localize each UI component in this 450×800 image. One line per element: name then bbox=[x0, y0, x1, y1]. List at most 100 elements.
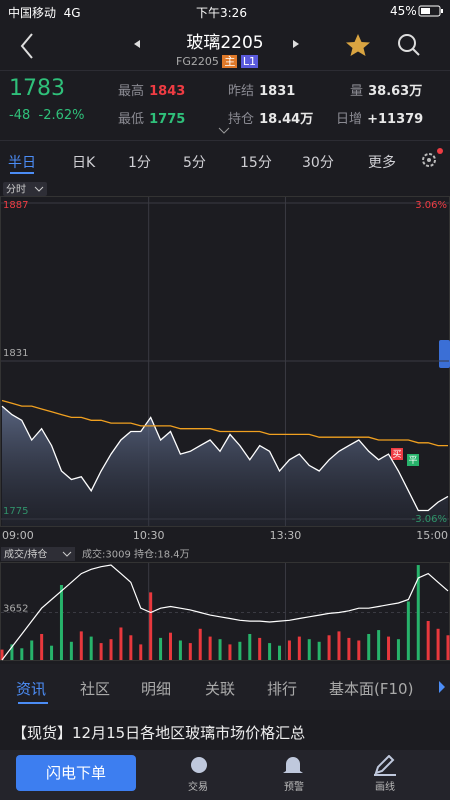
high: 最高 1843 bbox=[118, 80, 185, 99]
label: 昨结 bbox=[228, 84, 255, 99]
change-value: -48 bbox=[9, 108, 31, 123]
volume-bar bbox=[446, 635, 450, 660]
tab-indicator bbox=[18, 702, 48, 704]
tab-5m[interactable]: 5分 bbox=[183, 155, 206, 171]
value: 1843 bbox=[149, 84, 186, 99]
label: 量 bbox=[350, 84, 364, 99]
buy-marker-label: 买 bbox=[392, 449, 401, 460]
prev-contract[interactable] bbox=[134, 40, 140, 48]
back-button[interactable] bbox=[20, 33, 33, 59]
volume-bar bbox=[327, 635, 331, 660]
tab-daily[interactable]: 日K bbox=[72, 155, 96, 171]
bottom-icons bbox=[191, 755, 396, 776]
tab-detail[interactable]: 明细 bbox=[141, 680, 172, 698]
volume-bar bbox=[347, 637, 351, 660]
tab-fundamentals[interactable]: 基本面(F10) bbox=[329, 680, 414, 698]
y-tick-label: 3652 bbox=[3, 604, 28, 615]
volume-bar bbox=[337, 631, 341, 660]
quick-order-button[interactable]: 闪电下单 bbox=[16, 755, 136, 791]
side-handle[interactable] bbox=[439, 340, 450, 368]
mode-label: 分时 bbox=[6, 184, 26, 196]
volume-bar bbox=[396, 639, 400, 660]
network: 4G bbox=[63, 6, 81, 20]
x-tick-label: 13:30 bbox=[270, 529, 302, 542]
label: 最低 bbox=[118, 112, 145, 127]
divider bbox=[0, 140, 450, 141]
change-pct: -2.62% bbox=[38, 108, 85, 123]
volume-bar bbox=[119, 627, 123, 660]
volume-bar bbox=[99, 643, 103, 660]
tab-half-day[interactable]: 半日 bbox=[8, 155, 36, 171]
volume-bar bbox=[149, 592, 153, 660]
tab-news[interactable]: 资讯 bbox=[16, 680, 47, 698]
volume-bar bbox=[178, 640, 182, 660]
change: -48 -2.62% bbox=[9, 108, 85, 123]
tab-related[interactable]: 关联 bbox=[205, 680, 236, 698]
volume-bar bbox=[129, 635, 133, 660]
tab-30m[interactable]: 30分 bbox=[302, 155, 334, 171]
volume-bar bbox=[268, 643, 272, 660]
low: 最低 1775 bbox=[118, 108, 185, 127]
tab-1m[interactable]: 1分 bbox=[128, 155, 151, 171]
value: 1831 bbox=[259, 84, 296, 99]
intraday-chart: 分时 成交/持仓 成交:3009 持仓:18.4万 买 平 1887183117… bbox=[0, 182, 450, 661]
daily-increase: 日增 +11379 bbox=[336, 108, 423, 127]
label: 最高 bbox=[118, 84, 145, 99]
value: 1775 bbox=[149, 112, 186, 127]
tab-ranking[interactable]: 排行 bbox=[267, 680, 298, 698]
news-headline[interactable]: 【现货】12月15日各地区玻璃市场价格汇总 bbox=[12, 724, 306, 742]
y-tick-label: 1831 bbox=[3, 348, 28, 359]
draw-icon bbox=[374, 755, 396, 776]
volume-bar bbox=[436, 628, 440, 660]
battery-icon bbox=[418, 5, 443, 17]
volume-bar bbox=[406, 601, 410, 660]
tab-more[interactable]: 更多 bbox=[368, 155, 396, 171]
tabs-next[interactable] bbox=[437, 680, 447, 694]
expand[interactable] bbox=[218, 127, 230, 135]
search-button[interactable] bbox=[398, 34, 420, 56]
volume-bar bbox=[59, 585, 63, 660]
draw[interactable]: 画线 bbox=[375, 782, 395, 793]
close-marker[interactable] bbox=[407, 454, 419, 466]
tab-15m[interactable]: 15分 bbox=[240, 155, 272, 171]
volume-bar bbox=[139, 644, 143, 660]
volume-bar bbox=[30, 640, 34, 660]
label: 持仓 bbox=[228, 112, 255, 127]
volume-bar bbox=[10, 644, 14, 660]
contract-name: 玻璃2205 bbox=[186, 33, 264, 53]
tab-indicator bbox=[10, 172, 34, 174]
volume-bar bbox=[297, 636, 301, 660]
volume-bar bbox=[159, 637, 163, 660]
settings-button[interactable] bbox=[418, 146, 446, 172]
volume: 量 38.63万 bbox=[350, 80, 422, 99]
volume-bar bbox=[426, 620, 430, 660]
close-marker-label: 平 bbox=[408, 455, 417, 466]
carrier: 中国移动 4G bbox=[8, 4, 81, 21]
next-contract[interactable] bbox=[293, 40, 299, 48]
buy-marker[interactable] bbox=[391, 448, 403, 460]
volume-frame bbox=[0, 562, 450, 661]
average-line bbox=[1, 399, 448, 447]
volume-bar bbox=[168, 632, 172, 660]
volume-bar bbox=[188, 643, 192, 660]
volume-bar bbox=[218, 639, 222, 660]
volume-bar bbox=[208, 636, 212, 660]
trade[interactable]: 交易 bbox=[188, 782, 208, 793]
alert[interactable]: 预警 bbox=[284, 782, 304, 793]
indicator-select[interactable] bbox=[1, 547, 75, 561]
volume-bar bbox=[248, 633, 252, 660]
open-interest-line bbox=[1, 564, 449, 661]
open-interest: 持仓 18.44万 bbox=[228, 108, 313, 127]
favorite-star[interactable] bbox=[346, 34, 370, 56]
volume-bar bbox=[377, 630, 381, 660]
last-price: 1783 bbox=[9, 76, 65, 101]
mode-select[interactable] bbox=[3, 182, 47, 196]
volume-bar bbox=[69, 641, 73, 660]
caret bbox=[62, 551, 72, 557]
tab-community[interactable]: 社区 bbox=[80, 680, 111, 698]
caret bbox=[34, 186, 44, 192]
volume-bar bbox=[258, 637, 262, 660]
y-tick-label: 1887 bbox=[3, 200, 28, 211]
value: +11379 bbox=[367, 112, 424, 127]
